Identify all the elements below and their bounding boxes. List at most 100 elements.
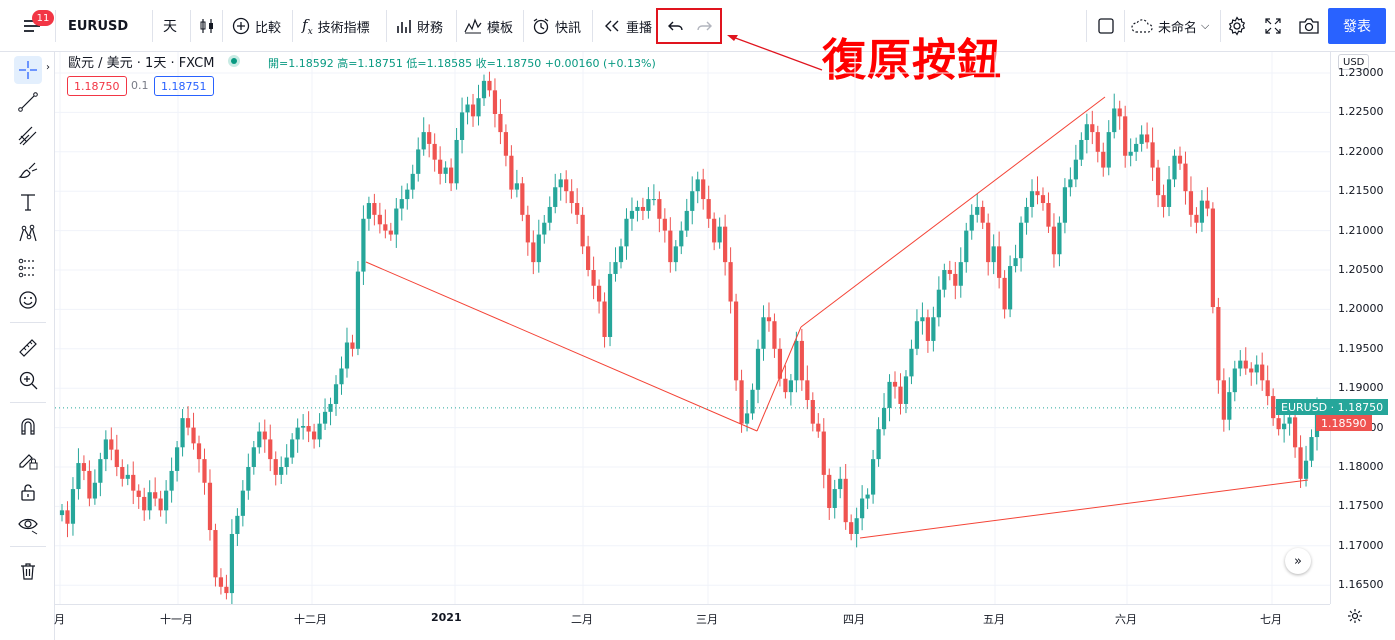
candle [465,96,470,125]
candle [492,78,498,128]
compare-button[interactable]: 比較 [232,8,281,44]
prev-close-label: 1.18590 [1316,415,1372,431]
candle [153,477,158,507]
candle [1282,410,1287,443]
alert-label: 快訊 [555,20,582,36]
forecast-icon [18,258,36,278]
candle [1194,207,1199,234]
candle [580,207,585,255]
candle [262,419,267,453]
icons-tool[interactable] [14,286,42,314]
snapshot-button[interactable] [1297,8,1321,44]
candle [1210,202,1215,314]
magnet-tool[interactable] [14,412,42,440]
candle [377,202,382,234]
candle [679,221,684,255]
compare-icon [232,17,250,35]
candle [405,183,410,210]
price-tick: 1.17500 [1338,499,1384,513]
candle [164,480,169,524]
candle [355,261,361,356]
undo-button[interactable] [666,8,686,44]
market-status-icon [228,55,241,67]
time-axis[interactable] [55,604,1330,640]
brush-tool[interactable] [14,156,42,184]
candle [772,313,777,358]
indicators-button[interactable]: fx 技術指標 [302,8,370,44]
compare-label: 比較 [255,20,282,36]
candle [542,214,547,244]
trend-line-drawing[interactable] [800,96,1106,328]
drawing-mode-tool[interactable] [14,446,42,474]
candle [257,422,262,454]
trend-line-drawing[interactable] [756,326,802,432]
candle [306,411,311,443]
expand-chevron-icon[interactable]: › [46,62,50,73]
cloud-icon [1131,19,1153,33]
candle [1112,93,1117,139]
candle [147,480,152,520]
candle [246,453,251,500]
price-chart[interactable] [55,52,1330,604]
fullscreen-button[interactable] [1262,8,1284,44]
candle [953,261,958,300]
layout-select-button[interactable] [1096,8,1116,44]
price-axis[interactable] [1330,52,1395,604]
last-price-label: EURUSD · 1.18750 [1276,399,1389,415]
redo-button[interactable] [694,8,714,44]
financials-button[interactable]: 財務 [396,8,443,44]
publish-button[interactable]: 發表 [1328,8,1386,44]
forecast-tool[interactable] [14,254,42,282]
candle [218,568,224,595]
lock-tool[interactable] [14,478,42,506]
fork-icon [18,126,37,146]
text-icon [21,194,35,211]
time-tick: 十一月 [160,613,193,626]
candle [766,302,772,332]
candle [459,97,465,154]
candle [1062,178,1068,234]
candle [114,434,119,477]
candle [723,214,728,276]
measure-tool[interactable] [14,334,42,362]
candle [240,480,245,527]
crosshair-tool[interactable] [14,56,42,84]
trend-line-drawing[interactable] [859,479,1309,539]
hide-tool[interactable] [14,510,42,538]
text-tool[interactable] [14,188,42,216]
square-icon [1098,18,1114,34]
trend-line-drawing[interactable] [365,261,758,432]
candle [224,574,229,600]
candle [196,435,202,473]
chevron-down-icon: ⌵ [1201,19,1210,32]
trendline-tool[interactable] [14,88,42,116]
candle [799,328,804,391]
double-chevron-icon: » [1294,553,1302,569]
interval-button[interactable]: 天 [163,19,177,35]
save-layout-button[interactable]: 未命名 ⌵ [1130,8,1209,44]
bid-price[interactable]: 1.18750 [67,76,127,96]
pattern-tool[interactable] [14,220,42,248]
candle [991,234,996,275]
currency-button[interactable]: USD [1338,54,1370,70]
ask-price[interactable]: 1.18751 [154,76,214,96]
replay-button[interactable]: 重播 [603,8,652,44]
candle [870,449,876,504]
zoom-tool[interactable] [14,366,42,394]
candle [668,217,673,273]
time-tick: 月 [54,613,65,626]
candle [914,309,920,356]
scroll-to-realtime-button[interactable]: » [1285,548,1311,574]
candle [372,193,377,226]
remove-drawings-tool[interactable] [14,557,42,585]
pitchfork-tool[interactable] [14,122,42,150]
alert-button[interactable]: 快訊 [532,8,581,44]
ohlc-values: 開=1.18592 高=1.18751 低=1.18585 收=1.18750 … [268,57,656,70]
symbol-search[interactable]: EURUSD [68,18,129,34]
candle [1161,184,1166,218]
templates-button[interactable]: 模板 [464,8,513,44]
chart-settings-button[interactable] [1345,606,1365,626]
chart-type-button[interactable] [198,8,216,44]
settings-button[interactable] [1226,8,1248,44]
camera-icon [1299,18,1319,34]
